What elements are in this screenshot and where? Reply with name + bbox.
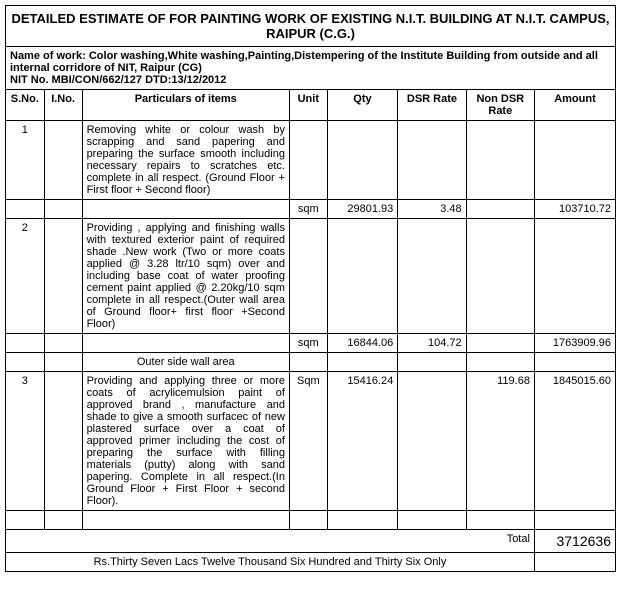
cell-ndsr — [466, 200, 534, 219]
nit-no: NIT No. MBI/CON/662/127 DTD:13/12/2012 — [10, 74, 226, 86]
cell-ino — [44, 200, 82, 219]
cell-ino — [44, 121, 82, 200]
hdr-ndsr: Non DSR Rate — [466, 90, 534, 121]
cell-qty — [327, 121, 398, 200]
total-label: Total — [6, 530, 535, 553]
cell-dsr — [398, 511, 466, 530]
work-name: Name of work: Color washing,White washin… — [10, 50, 598, 74]
cell-sub — [82, 200, 289, 219]
cell-sno — [6, 334, 45, 353]
cell-sno — [6, 200, 45, 219]
cell-sno: 2 — [6, 219, 45, 334]
cell-desc: Removing white or colour wash by scrappi… — [82, 121, 289, 200]
table-row: sqm 29801.93 3.48 103710.72 — [6, 200, 616, 219]
cell-sno: 3 — [6, 372, 45, 511]
cell-dsr — [398, 353, 466, 372]
cell-desc: Providing , applying and finishing walls… — [82, 219, 289, 334]
table-row: 1 Removing white or colour wash by scrap… — [6, 121, 616, 200]
total-amount: 3712636 — [534, 530, 615, 553]
cell-unit: sqm — [289, 200, 327, 219]
cell-sub — [82, 511, 289, 530]
cell-ndsr — [466, 219, 534, 334]
table-row — [6, 511, 616, 530]
cell-unit — [289, 121, 327, 200]
cell-sno — [6, 353, 45, 372]
table-row: Outer side wall area — [6, 353, 616, 372]
cell-desc: Providing and applying three or more coa… — [82, 372, 289, 511]
cell-ino — [44, 511, 82, 530]
hdr-amount: Amount — [534, 90, 615, 121]
hdr-dsr: DSR Rate — [398, 90, 466, 121]
work-desc-cell: Name of work: Color washing,White washin… — [6, 47, 616, 90]
table-row: 3 Providing and applying three or more c… — [6, 372, 616, 511]
cell-unit — [289, 353, 327, 372]
cell-unit — [289, 219, 327, 334]
cell-ndsr — [466, 511, 534, 530]
cell-dsr — [398, 219, 466, 334]
cell-qty — [327, 511, 398, 530]
cell-amt: 1763909.96 — [534, 334, 615, 353]
cell-ndsr — [466, 121, 534, 200]
cell-amt — [534, 511, 615, 530]
doc-title: DETAILED ESTIMATE OF FOR PAINTING WORK O… — [6, 6, 616, 47]
cell-sub: Outer side wall area — [82, 353, 289, 372]
cell-ino — [44, 372, 82, 511]
hdr-particulars: Particulars of items — [82, 90, 289, 121]
total-row: Total 3712636 — [6, 530, 616, 553]
cell-unit — [289, 511, 327, 530]
cell-ndsr — [466, 353, 534, 372]
cell-qty: 16844.06 — [327, 334, 398, 353]
hdr-qty: Qty — [327, 90, 398, 121]
estimate-table: DETAILED ESTIMATE OF FOR PAINTING WORK O… — [5, 5, 616, 572]
amount-words: Rs.Thirty Seven Lacs Twelve Thousand Six… — [6, 553, 535, 572]
cell-amt: 103710.72 — [534, 200, 615, 219]
cell-qty — [327, 219, 398, 334]
words-row: Rs.Thirty Seven Lacs Twelve Thousand Six… — [6, 553, 616, 572]
cell-qty: 29801.93 — [327, 200, 398, 219]
cell-dsr — [398, 372, 466, 511]
cell-sub — [82, 334, 289, 353]
cell-unit: Sqm — [289, 372, 327, 511]
cell-dsr: 3.48 — [398, 200, 466, 219]
hdr-unit: Unit — [289, 90, 327, 121]
cell-ino — [44, 353, 82, 372]
cell-ndsr: 119.68 — [466, 372, 534, 511]
cell-amt — [534, 121, 615, 200]
cell-sno: 1 — [6, 121, 45, 200]
cell-ino — [44, 219, 82, 334]
cell-sno — [6, 511, 45, 530]
header-row: S.No. I.No. Particulars of items Unit Qt… — [6, 90, 616, 121]
table-row: sqm 16844.06 104.72 1763909.96 — [6, 334, 616, 353]
cell-dsr: 104.72 — [398, 334, 466, 353]
table-row: 2 Providing , applying and finishing wal… — [6, 219, 616, 334]
cell-qty — [327, 353, 398, 372]
cell-unit: sqm — [289, 334, 327, 353]
hdr-ino: I.No. — [44, 90, 82, 121]
cell-dsr — [398, 121, 466, 200]
hdr-sno: S.No. — [6, 90, 45, 121]
cell-qty: 15416.24 — [327, 372, 398, 511]
cell-ndsr — [466, 334, 534, 353]
cell-amt: 1845015.60 — [534, 372, 615, 511]
cell-amt — [534, 353, 615, 372]
cell-amt — [534, 219, 615, 334]
words-empty — [534, 553, 615, 572]
cell-ino — [44, 334, 82, 353]
